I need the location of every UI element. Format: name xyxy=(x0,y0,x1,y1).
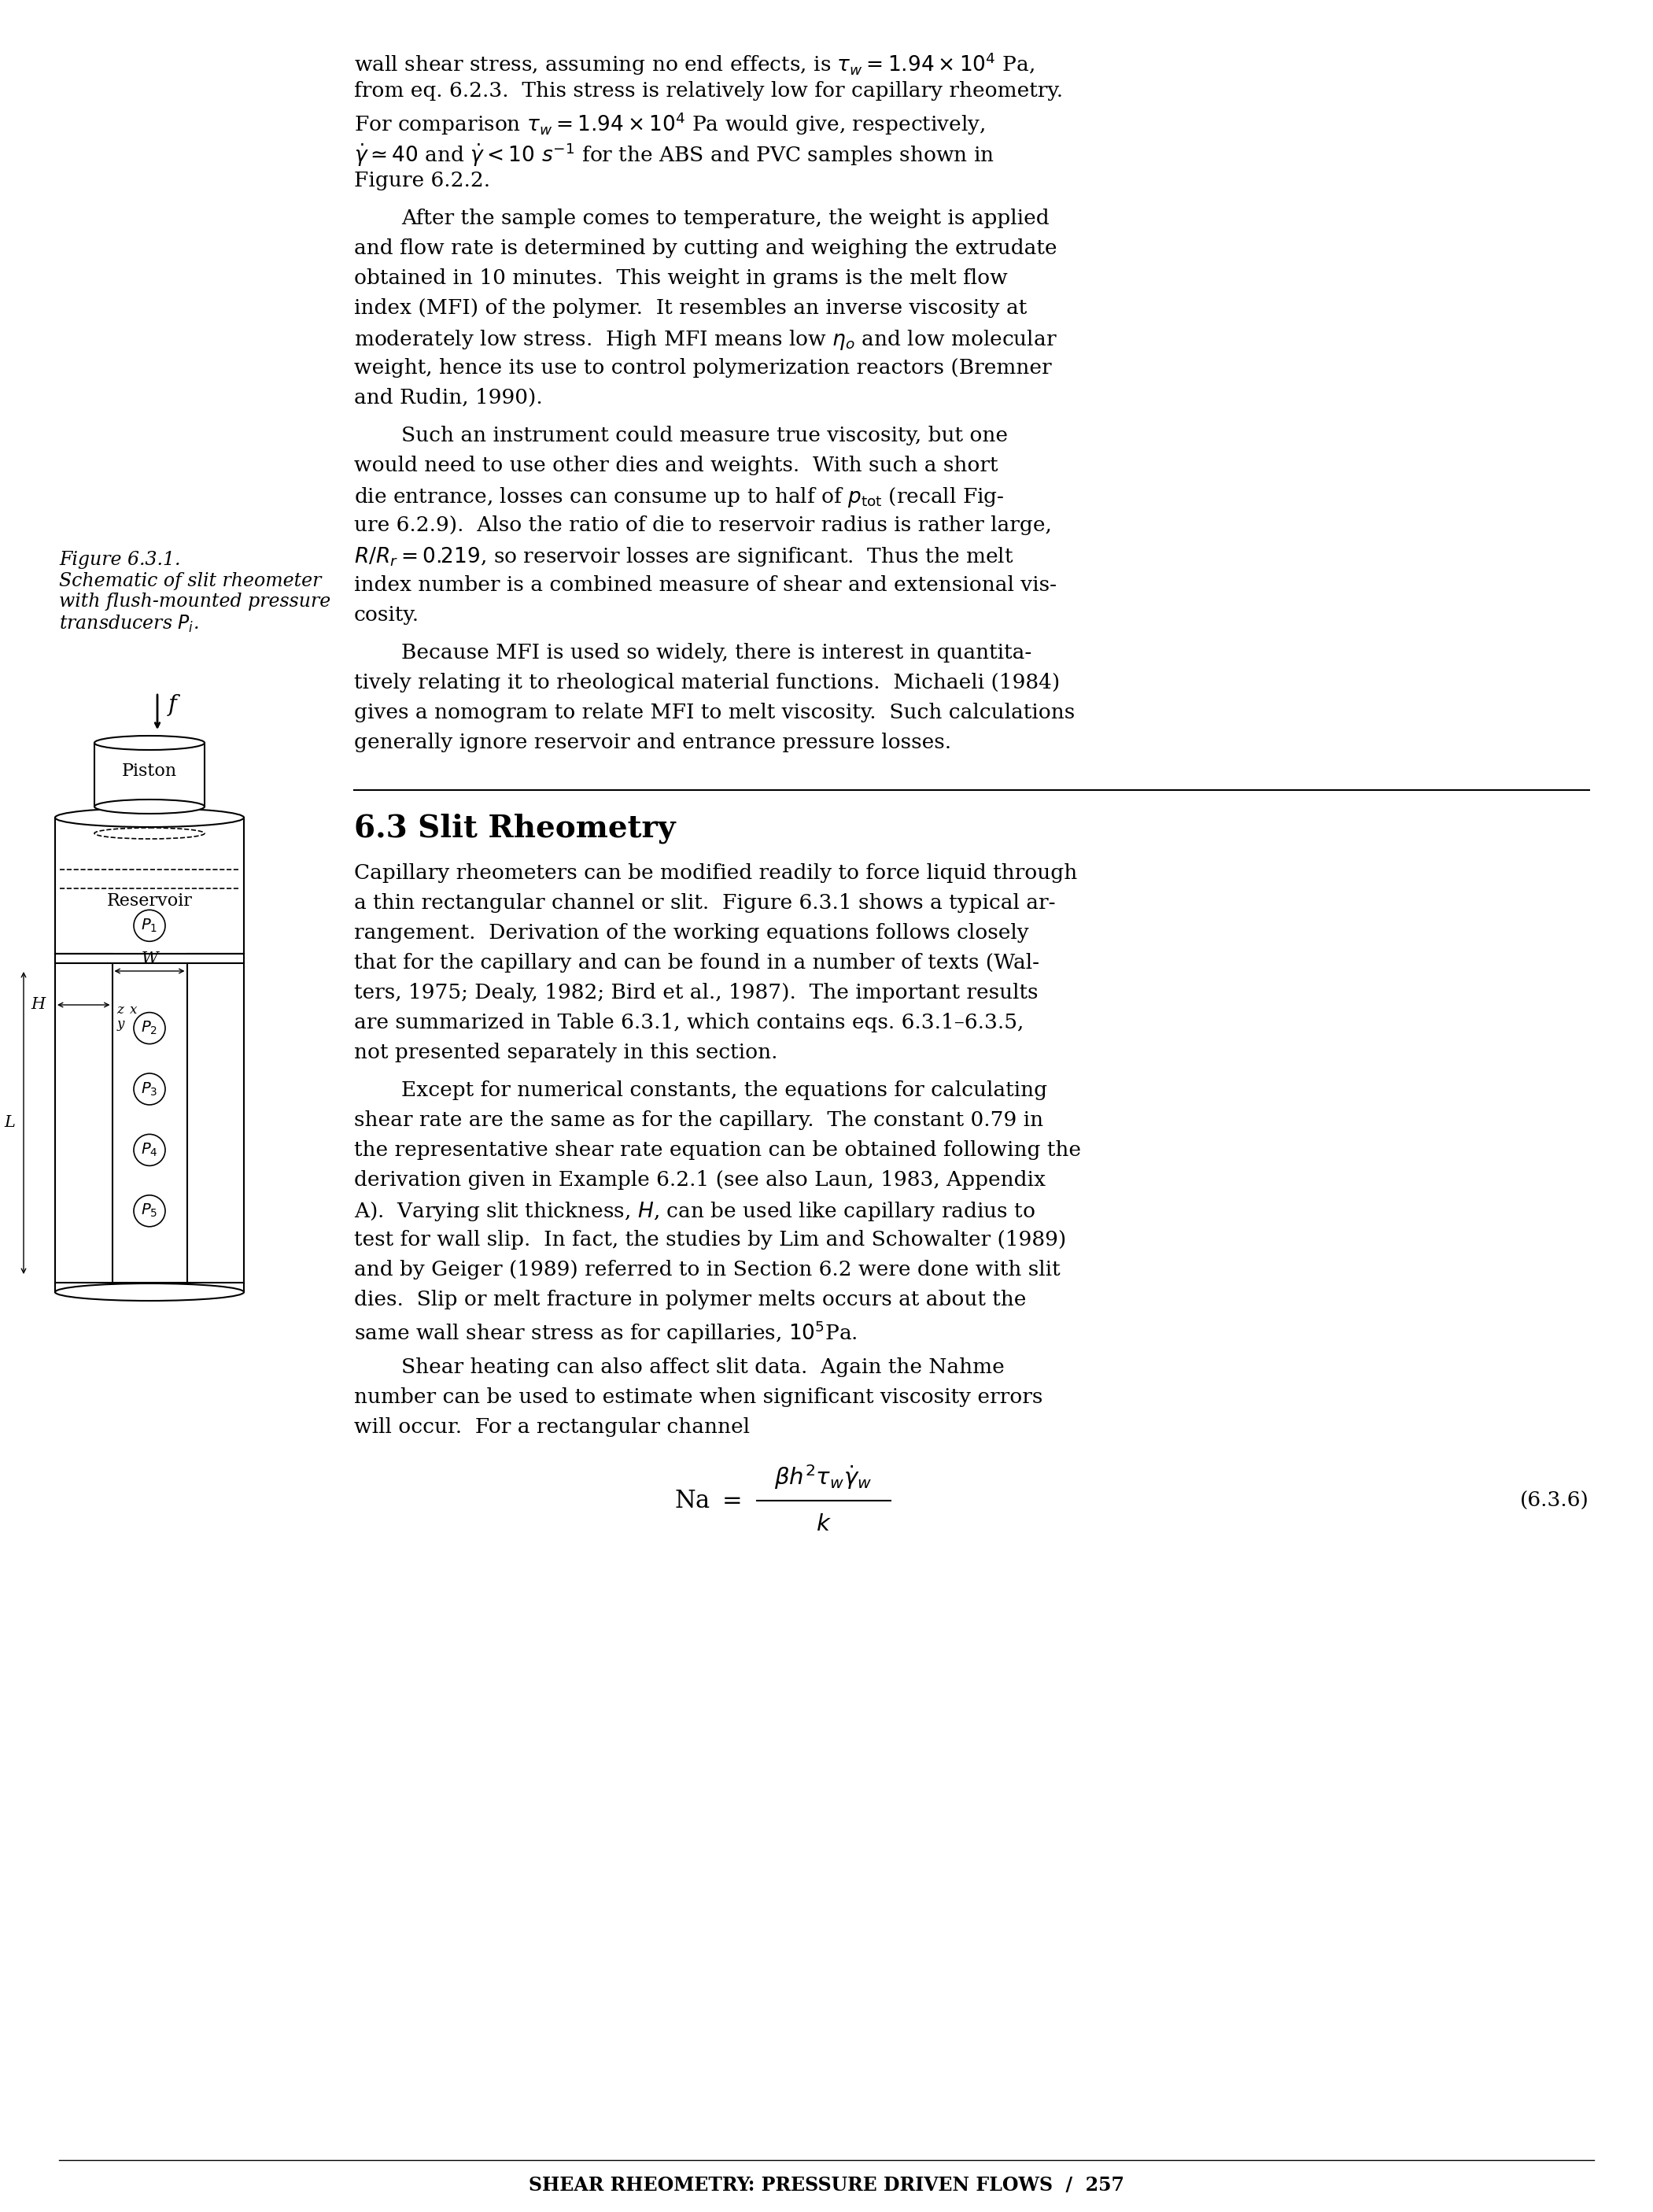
Text: W: W xyxy=(141,951,159,967)
Text: number can be used to estimate when significant viscosity errors: number can be used to estimate when sign… xyxy=(354,1387,1043,1407)
Circle shape xyxy=(134,1073,165,1104)
Text: SHEAR RHEOMETRY: PRESSURE DRIVEN FLOWS  /  257: SHEAR RHEOMETRY: PRESSURE DRIVEN FLOWS /… xyxy=(529,2177,1124,2194)
Ellipse shape xyxy=(94,737,205,750)
Text: the representative shear rate equation can be obtained following the: the representative shear rate equation c… xyxy=(354,1139,1081,1159)
Text: derivation given in Example 6.2.1 (see also Laun, 1983, Appendix: derivation given in Example 6.2.1 (see a… xyxy=(354,1170,1046,1190)
Text: same wall shear stress as for capillaries, $10^5$Pa.: same wall shear stress as for capillarie… xyxy=(354,1321,858,1347)
Text: z: z xyxy=(117,1004,124,1018)
Text: Na $=$: Na $=$ xyxy=(674,1489,741,1513)
Text: gives a nomogram to relate MFI to melt viscosity.  Such calculations: gives a nomogram to relate MFI to melt v… xyxy=(354,703,1074,723)
Text: and by Geiger (1989) referred to in Section 6.2 were done with slit: and by Geiger (1989) referred to in Sect… xyxy=(354,1261,1060,1279)
Text: A).  Varying slit thickness, $H$, can be used like capillary radius to: A). Varying slit thickness, $H$, can be … xyxy=(354,1201,1035,1223)
Text: 6.3 Slit Rheometry: 6.3 Slit Rheometry xyxy=(354,814,676,845)
Circle shape xyxy=(134,1135,165,1166)
Polygon shape xyxy=(55,953,112,1292)
Text: ters, 1975; Dealy, 1982; Bird et al., 1987).  The important results: ters, 1975; Dealy, 1982; Bird et al., 19… xyxy=(354,982,1038,1002)
Text: that for the capillary and can be found in a number of texts (Wal-: that for the capillary and can be found … xyxy=(354,953,1040,973)
Text: ure 6.2.9).  Also the ratio of die to reservoir radius is rather large,: ure 6.2.9). Also the ratio of die to res… xyxy=(354,515,1051,535)
Text: For comparison $\tau_w = 1.94 \times 10^4$ Pa would give, respectively,: For comparison $\tau_w = 1.94 \times 10^… xyxy=(354,111,985,137)
Text: $P_3$: $P_3$ xyxy=(141,1082,159,1097)
Text: from eq. 6.2.3.  This stress is relatively low for capillary rheometry.: from eq. 6.2.3. This stress is relativel… xyxy=(354,82,1063,102)
Text: f: f xyxy=(169,695,177,717)
Text: wall shear stress, assuming no end effects, is $\tau_w = 1.94 \times 10^4$ Pa,: wall shear stress, assuming no end effec… xyxy=(354,51,1035,77)
Ellipse shape xyxy=(94,799,205,814)
Text: $\dot{\gamma} \simeq 40$ and $\dot{\gamma} < 10\ s^{-1}$ for the ABS and PVC sam: $\dot{\gamma} \simeq 40$ and $\dot{\gamm… xyxy=(354,142,995,168)
Circle shape xyxy=(134,1194,165,1228)
Text: $P_1$: $P_1$ xyxy=(141,918,157,933)
Text: Shear heating can also affect slit data.  Again the Nahme: Shear heating can also affect slit data.… xyxy=(402,1358,1005,1378)
Text: rangement.  Derivation of the working equations follows closely: rangement. Derivation of the working equ… xyxy=(354,922,1028,942)
Circle shape xyxy=(134,1013,165,1044)
Text: Capillary rheometers can be modified readily to force liquid through: Capillary rheometers can be modified rea… xyxy=(354,863,1078,883)
Text: index number is a combined measure of shear and extensional vis-: index number is a combined measure of sh… xyxy=(354,575,1056,595)
Text: dies.  Slip or melt fracture in polymer melts occurs at about the: dies. Slip or melt fracture in polymer m… xyxy=(354,1290,1027,1310)
Text: would need to use other dies and weights.  With such a short: would need to use other dies and weights… xyxy=(354,456,998,476)
Text: Except for numerical constants, the equations for calculating: Except for numerical constants, the equa… xyxy=(402,1079,1048,1099)
Text: $k$: $k$ xyxy=(815,1513,831,1535)
Ellipse shape xyxy=(55,1283,245,1301)
Ellipse shape xyxy=(55,807,245,827)
Text: (6.3.6): (6.3.6) xyxy=(1521,1491,1589,1511)
Text: $R/R_r = 0.219$, so reservoir losses are significant.  Thus the melt: $R/R_r = 0.219$, so reservoir losses are… xyxy=(354,546,1013,568)
Text: tively relating it to rheological material functions.  Michaeli (1984): tively relating it to rheological materi… xyxy=(354,672,1060,692)
Text: $P_2$: $P_2$ xyxy=(141,1020,157,1037)
Text: a thin rectangular channel or slit.  Figure 6.3.1 shows a typical ar-: a thin rectangular channel or slit. Figu… xyxy=(354,894,1056,914)
Text: are summarized in Table 6.3.1, which contains eqs. 6.3.1–6.3.5,: are summarized in Table 6.3.1, which con… xyxy=(354,1013,1023,1033)
Ellipse shape xyxy=(94,827,205,838)
Text: generally ignore reservoir and entrance pressure losses.: generally ignore reservoir and entrance … xyxy=(354,732,950,752)
Text: x: x xyxy=(129,1004,137,1018)
Text: Reservoir: Reservoir xyxy=(107,894,192,909)
Text: L: L xyxy=(3,1115,15,1130)
Text: will occur.  For a rectangular channel: will occur. For a rectangular channel xyxy=(354,1418,750,1438)
Text: moderately low stress.  High MFI means low $\eta_o$ and low molecular: moderately low stress. High MFI means lo… xyxy=(354,327,1058,352)
Polygon shape xyxy=(55,818,245,953)
Text: Figure 6.2.2.: Figure 6.2.2. xyxy=(354,170,491,190)
Text: $P_4$: $P_4$ xyxy=(141,1141,159,1159)
Circle shape xyxy=(134,909,165,942)
Polygon shape xyxy=(55,953,245,962)
Text: shear rate are the same as for the capillary.  The constant 0.79 in: shear rate are the same as for the capil… xyxy=(354,1110,1043,1130)
Text: Figure 6.3.1.
Schematic of slit rheometer
with flush-mounted pressure
transducer: Figure 6.3.1. Schematic of slit rheomete… xyxy=(60,551,331,635)
Text: y: y xyxy=(117,1018,124,1031)
Text: index (MFI) of the polymer.  It resembles an inverse viscosity at: index (MFI) of the polymer. It resembles… xyxy=(354,299,1027,319)
Text: die entrance, losses can consume up to half of $p_{\rm tot}$ (recall Fig-: die entrance, losses can consume up to h… xyxy=(354,484,1005,509)
Text: cosity.: cosity. xyxy=(354,606,420,624)
Text: H: H xyxy=(31,998,45,1013)
Text: weight, hence its use to control polymerization reactors (Bremner: weight, hence its use to control polymer… xyxy=(354,358,1051,378)
Text: and flow rate is determined by cutting and weighing the extrudate: and flow rate is determined by cutting a… xyxy=(354,239,1056,259)
Text: $\beta h^2 \tau_w \dot{\gamma}_w$: $\beta h^2 \tau_w \dot{\gamma}_w$ xyxy=(775,1462,873,1491)
Text: Such an instrument could measure true viscosity, but one: Such an instrument could measure true vi… xyxy=(402,425,1008,445)
Polygon shape xyxy=(94,743,205,807)
Polygon shape xyxy=(187,953,245,1292)
Polygon shape xyxy=(55,1283,245,1292)
Text: not presented separately in this section.: not presented separately in this section… xyxy=(354,1042,777,1062)
Text: test for wall slip.  In fact, the studies by Lim and Schowalter (1989): test for wall slip. In fact, the studies… xyxy=(354,1230,1066,1250)
Text: Piston: Piston xyxy=(122,763,177,781)
Text: After the sample comes to temperature, the weight is applied: After the sample comes to temperature, t… xyxy=(402,208,1050,228)
Text: and Rudin, 1990).: and Rudin, 1990). xyxy=(354,387,542,407)
Text: obtained in 10 minutes.  This weight in grams is the melt flow: obtained in 10 minutes. This weight in g… xyxy=(354,268,1008,288)
Text: Because MFI is used so widely, there is interest in quantita-: Because MFI is used so widely, there is … xyxy=(402,644,1031,664)
Text: $P_5$: $P_5$ xyxy=(141,1203,157,1219)
